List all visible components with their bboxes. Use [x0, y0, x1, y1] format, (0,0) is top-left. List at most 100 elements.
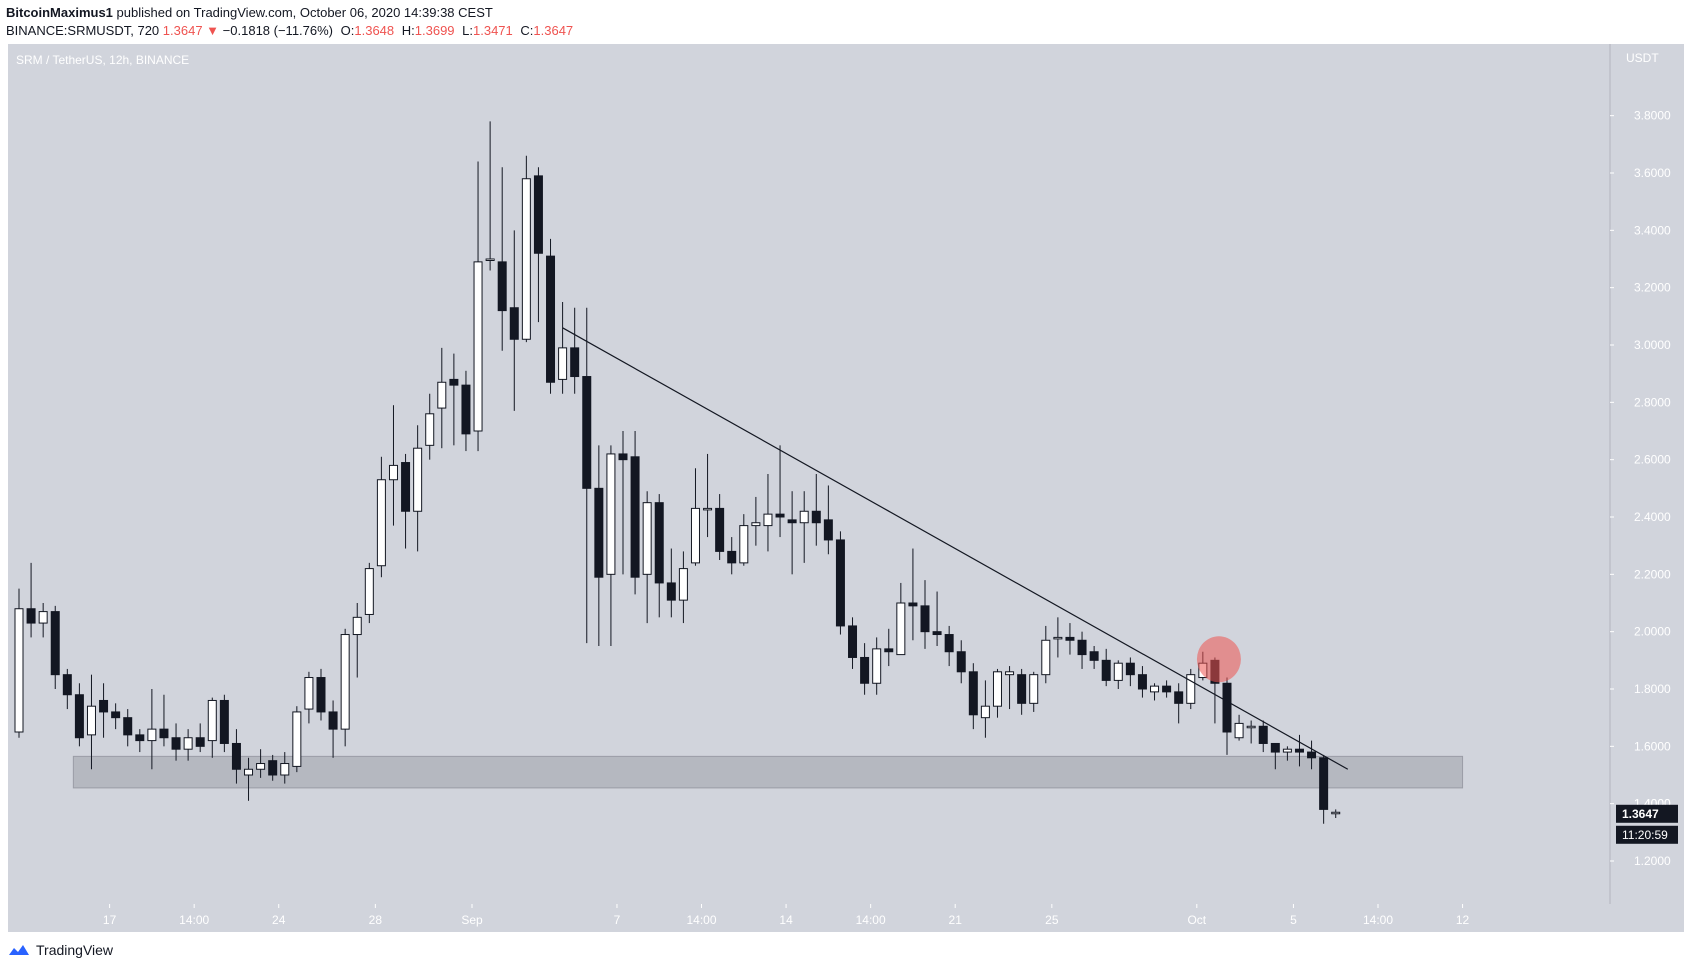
candle	[606, 445, 616, 646]
time-axis-area[interactable]	[8, 904, 1684, 932]
candle-body	[944, 634, 954, 653]
x-tick-label: 28	[369, 913, 383, 927]
x-tick-label: 24	[272, 913, 286, 927]
candle	[1307, 740, 1317, 770]
candle	[328, 700, 338, 758]
candle-body	[1150, 685, 1160, 693]
candle	[1137, 666, 1147, 698]
candle	[38, 603, 48, 638]
author-name[interactable]: BitcoinMaximus1	[6, 5, 113, 20]
candle	[316, 668, 326, 721]
candle-body	[62, 674, 72, 696]
candle	[461, 370, 471, 452]
candle	[980, 680, 990, 738]
last-price-label: 1.3647	[1622, 807, 1659, 821]
candle-body	[1065, 636, 1075, 641]
candle	[1125, 657, 1135, 687]
y-tick-label: 3.6000	[1634, 166, 1671, 180]
x-tick-label: 17	[103, 913, 117, 927]
candle-body	[268, 760, 278, 776]
candle-body	[1077, 639, 1087, 656]
candle	[992, 668, 1002, 718]
y-tick-label: 2.6000	[1634, 453, 1671, 467]
candle	[1222, 677, 1232, 755]
candle	[1041, 625, 1051, 684]
candle-body	[461, 384, 471, 435]
tradingview-logo-icon	[9, 945, 29, 955]
candle-body	[570, 347, 580, 378]
candle-body	[606, 453, 616, 575]
candle-body	[1319, 757, 1329, 810]
open-label: O:	[340, 23, 355, 38]
close-value: 1.3647	[533, 23, 574, 38]
candle	[1077, 631, 1087, 669]
y-tick-label: 2.2000	[1634, 567, 1671, 581]
candle-body	[1125, 662, 1135, 676]
candle-body	[835, 539, 845, 627]
tradingview-brand: TradingView	[36, 942, 114, 958]
candle-body	[558, 347, 568, 380]
candle-body	[1258, 725, 1268, 744]
candle	[848, 617, 858, 669]
candle	[473, 161, 483, 452]
candle	[1294, 734, 1304, 767]
candle-body	[884, 648, 894, 653]
candle-body	[38, 611, 48, 624]
y-tick-label: 3.8000	[1634, 109, 1671, 123]
candle-body	[654, 502, 664, 584]
candle-body	[231, 742, 241, 770]
countdown-label: 11:20:59	[1622, 828, 1668, 842]
candle	[727, 537, 737, 575]
candle	[425, 393, 435, 460]
candle-body	[618, 453, 628, 461]
candle	[956, 640, 966, 684]
candle	[1282, 746, 1292, 761]
candle	[497, 167, 507, 351]
candle-body	[509, 307, 519, 340]
last-price-badge	[1616, 804, 1678, 823]
candle-body	[1041, 639, 1051, 676]
candle	[50, 605, 60, 689]
candle	[1089, 646, 1099, 669]
published-info: published on TradingView.com, October 06…	[116, 5, 493, 20]
candle	[582, 307, 592, 644]
y-tick-label: 2.0000	[1634, 625, 1671, 639]
x-tick-label: 5	[1290, 913, 1297, 927]
tradingview-footer[interactable]: TradingView	[8, 942, 113, 958]
candle	[86, 674, 96, 770]
candle	[256, 749, 266, 778]
candle-body	[183, 737, 193, 750]
candle-body	[304, 677, 314, 710]
candle-body	[1186, 674, 1196, 704]
candle-body	[26, 608, 36, 624]
candle	[799, 491, 809, 563]
candle	[1258, 720, 1268, 753]
candle	[437, 347, 447, 449]
candle-body	[86, 705, 96, 736]
candle	[594, 445, 604, 646]
publish-line: BitcoinMaximus1 published on TradingView…	[6, 4, 573, 22]
candle-body	[546, 255, 556, 383]
candle-body	[376, 479, 386, 567]
candle	[304, 671, 314, 724]
candle	[1150, 683, 1160, 701]
y-tick-label: 3.2000	[1634, 281, 1671, 295]
countdown-badge	[1616, 825, 1678, 844]
candle-body	[533, 175, 543, 254]
candle	[570, 307, 580, 394]
candle-body	[111, 711, 121, 719]
candle-body	[666, 582, 676, 601]
price-axis-area[interactable]	[1610, 44, 1684, 904]
candle-body	[328, 711, 338, 730]
candle	[823, 485, 833, 555]
candle	[920, 580, 930, 649]
trendline[interactable]	[562, 327, 1349, 770]
candle-body	[630, 456, 640, 578]
candle-body	[956, 651, 966, 673]
high-value: 1.3699	[414, 23, 455, 38]
candle	[171, 723, 181, 761]
candle	[135, 729, 145, 753]
candle	[280, 752, 290, 784]
candle-body	[908, 602, 918, 607]
